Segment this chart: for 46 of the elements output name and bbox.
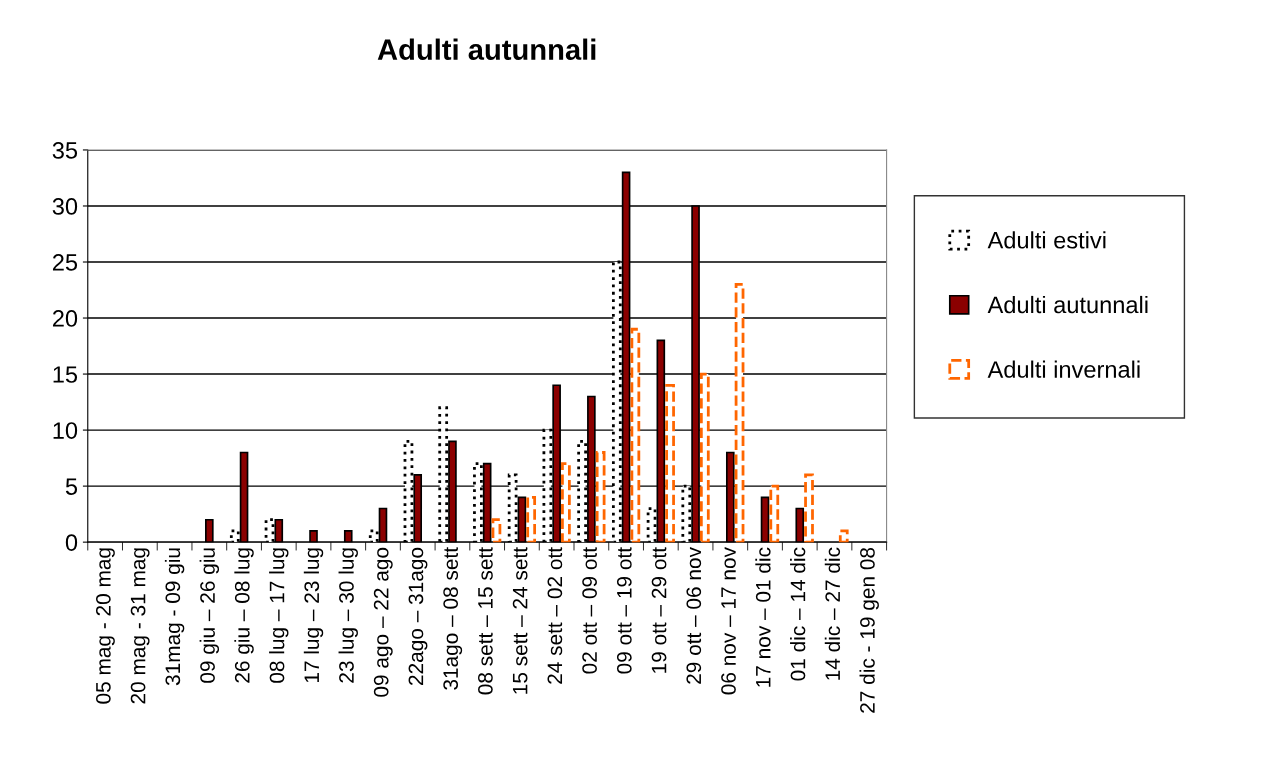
x-tick-label: 22ago – 31ago bbox=[408, 547, 428, 685]
bar bbox=[595, 451, 606, 543]
legend-label: Adulti invernali bbox=[987, 360, 1140, 378]
x-tick-label: 29 ott – 06 nov bbox=[686, 547, 702, 684]
y-tick-label: 25 bbox=[52, 254, 78, 271]
x-tick-label: 01 dic – 14 dic bbox=[790, 547, 806, 681]
bar bbox=[630, 327, 641, 543]
x-tick-label: 02 ott – 09 ott bbox=[582, 547, 597, 674]
x-tick-label: 14 dic – 27 dic bbox=[824, 547, 841, 680]
chart-title: Adulti autunnali bbox=[377, 38, 596, 60]
legend-label: Adulti autunnali bbox=[987, 295, 1148, 314]
x-tick-label: 06 nov – 17 nov bbox=[721, 547, 736, 695]
bar bbox=[838, 529, 849, 543]
x-tick-label: 31mag - 09 giu bbox=[164, 548, 185, 686]
x-tick-label: 08 sett – 15 sett bbox=[478, 547, 493, 695]
bar bbox=[561, 462, 571, 543]
x-tick-label: 15 sett – 24 sett bbox=[512, 547, 528, 694]
x-tick-label: 05 mag - 20 mag bbox=[95, 548, 115, 704]
y-tick-label: 30 bbox=[52, 198, 78, 215]
y-tick-label: 15 bbox=[53, 366, 78, 383]
y-tick-label: 0 bbox=[65, 534, 78, 551]
bar bbox=[769, 484, 780, 543]
legend-label: Adulti estivi bbox=[987, 231, 1106, 249]
y-tick-label: 10 bbox=[53, 422, 78, 439]
bar bbox=[491, 518, 502, 543]
bar bbox=[526, 495, 537, 543]
x-tick-label: 20 mag - 31 mag bbox=[130, 548, 150, 704]
bar bbox=[734, 283, 745, 543]
x-tick-label: 09 ago – 22 ago bbox=[373, 547, 393, 697]
x-tick-label: 17 lug – 23 lug bbox=[303, 548, 324, 683]
y-tick-label: 20 bbox=[52, 310, 78, 327]
x-tick-label: 08 lug – 17 lug bbox=[269, 548, 289, 683]
y-tick-label: 5 bbox=[65, 478, 78, 495]
x-tick-label: 09 giu – 26 giu bbox=[199, 548, 220, 683]
x-tick-label: 23 lug – 30 lug bbox=[338, 548, 358, 683]
x-tick-label: 19 ott – 29 ott bbox=[651, 547, 667, 673]
bar bbox=[699, 372, 710, 543]
x-tick-label: 24 sett – 02 ott bbox=[547, 547, 563, 684]
bar bbox=[804, 473, 814, 543]
x-tick-label: 27 dic - 19 gen 08 bbox=[859, 547, 879, 713]
y-tick-label: 35 bbox=[52, 142, 78, 159]
x-tick-label: 26 giu – 08 lug bbox=[234, 548, 254, 683]
x-tick-label: 17 nov – 01 dic bbox=[755, 547, 771, 687]
x-tick-label: 09 ott – 19 ott bbox=[616, 547, 632, 674]
x-tick-label: 31ago – 08 sett bbox=[443, 547, 463, 690]
bar bbox=[665, 383, 675, 543]
